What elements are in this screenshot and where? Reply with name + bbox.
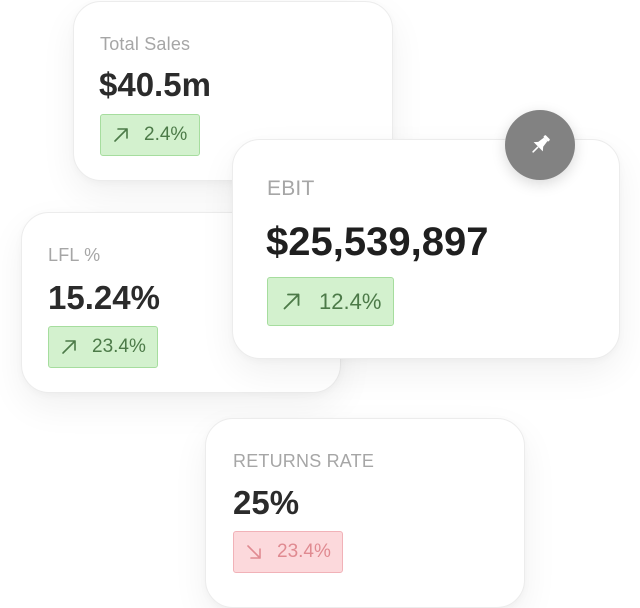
pin-icon <box>532 135 550 153</box>
kpi-card-returns-rate[interactable]: RETURNS RATE 25% 23.4% <box>205 418 525 608</box>
kpi-change-value: 23.4% <box>277 541 331 562</box>
kpi-change-value: 23.4% <box>92 336 146 357</box>
kpi-label: LFL % <box>48 245 101 265</box>
kpi-value: 25% <box>233 484 300 521</box>
kpi-change-badge: 23.4% <box>233 531 343 573</box>
kpi-label: Total Sales <box>100 34 191 54</box>
kpi-change-badge: 2.4% <box>100 114 200 156</box>
arrow-up-right-icon <box>62 340 76 354</box>
kpi-change-badge: 23.4% <box>48 326 158 368</box>
kpi-value: 15.24% <box>48 279 160 316</box>
arrow-down-right-icon <box>247 545 261 559</box>
kpi-label: EBIT <box>267 177 315 200</box>
kpi-change-badge: 12.4% <box>267 277 394 326</box>
kpi-value: $25,539,897 <box>266 220 489 264</box>
arrow-up-right-icon <box>283 293 300 310</box>
kpi-change-value: 2.4% <box>144 124 188 145</box>
kpi-card-ebit[interactable]: EBIT $25,539,897 12.4% <box>232 139 620 359</box>
kpi-label: RETURNS RATE <box>233 451 375 471</box>
pin-button[interactable] <box>505 110 575 180</box>
kpi-change-value: 12.4% <box>319 288 382 314</box>
arrow-up-right-icon <box>114 128 128 142</box>
kpi-value: $40.5m <box>99 66 211 103</box>
kpi-card-total-sales[interactable]: Total Sales $40.5m 2.4% <box>73 1 393 181</box>
